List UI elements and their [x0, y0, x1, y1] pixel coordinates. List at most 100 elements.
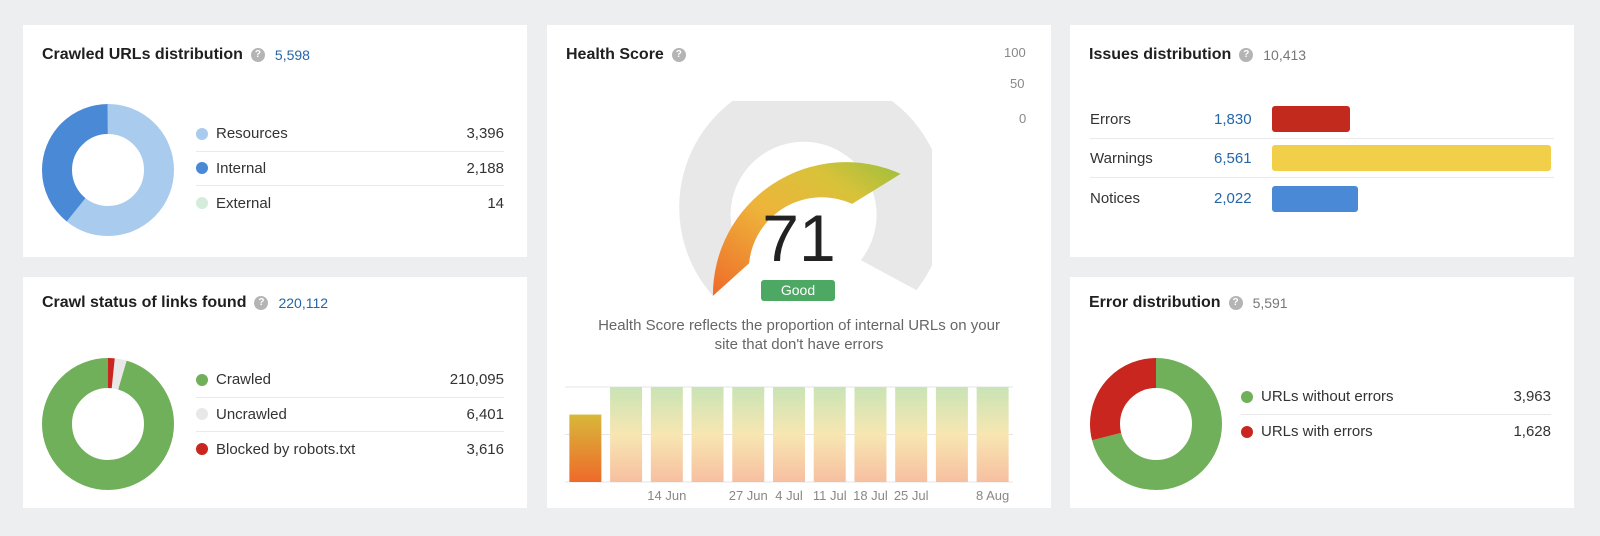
legend-item-blocked[interactable]: Blocked by robots.txt 3,616: [196, 432, 504, 467]
issue-label: Warnings: [1090, 149, 1153, 167]
issue-row-notices[interactable]: Notices 2,022: [1090, 179, 1554, 218]
health-gauge: [679, 101, 932, 296]
crawled-urls-title-row: Crawled URLs distribution ? 5,598: [42, 46, 310, 64]
chart-bar[interactable]: [935, 387, 968, 482]
x-tick-label: 27 Jun: [729, 488, 768, 503]
legend-dot: [196, 162, 208, 175]
legend-item-resources[interactable]: Resources 3,396: [196, 117, 504, 152]
issue-row-warnings[interactable]: Warnings 6,561: [1090, 139, 1554, 178]
legend-item-crawled[interactable]: Crawled 210,095: [196, 363, 504, 398]
issue-bar-notices: [1272, 185, 1358, 212]
crawl-status-legend: Crawled 210,095 Uncrawled 6,401 Blocked …: [196, 363, 504, 467]
chart-bar[interactable]: [976, 387, 1009, 482]
help-icon[interactable]: ?: [671, 48, 686, 62]
legend-label: Internal: [216, 159, 267, 177]
error-dist-total: 5,591: [1252, 295, 1288, 311]
issues-card: Issues distribution ? 10,413 Errors 1,83…: [1070, 25, 1574, 257]
help-icon[interactable]: ?: [1228, 296, 1243, 310]
donut-segment-internal[interactable]: [42, 104, 174, 236]
health-description-1: Health Score reflects the proportion of …: [598, 317, 1000, 334]
legend-label: External: [216, 194, 272, 212]
donut-segment-crawled[interactable]: [42, 358, 174, 490]
chart-bar[interactable]: [650, 387, 683, 482]
legend-value: 14: [487, 194, 504, 212]
legend-dot: [196, 443, 208, 456]
legend-value: 1,628: [1513, 423, 1551, 441]
help-icon[interactable]: ?: [254, 296, 269, 310]
issue-label: Errors: [1090, 110, 1131, 128]
help-icon[interactable]: ?: [250, 48, 265, 62]
x-tick-label: 8 Aug: [976, 488, 1009, 503]
issue-bar-errors: [1272, 106, 1350, 132]
chart-bar[interactable]: [732, 387, 765, 482]
chart-bar[interactable]: [854, 387, 887, 482]
legend-value: 2,188: [466, 159, 504, 177]
crawled-urls-card: Crawled URLs distribution ? 5,598 Resour…: [23, 25, 527, 257]
y-tick-100: 100: [1004, 45, 1026, 60]
chart-bar[interactable]: [610, 387, 643, 482]
health-score-card: Health Score ? 71 Good Health Score refl…: [547, 25, 1051, 508]
error-dist-legend: URLs without errors 3,963 URLs with erro…: [1241, 380, 1551, 449]
issue-value[interactable]: 6,561: [1214, 149, 1252, 167]
legend-label: Uncrawled: [216, 405, 287, 423]
health-history-chart: 14 Jun 27 Jun 4 Jul 11 Jul 18 Jul 25 Jul 8 Aug: [565, 386, 1013, 503]
error-dist-title: Error distribution: [1089, 294, 1221, 311]
issues-total: 10,413: [1263, 47, 1307, 63]
health-score-value: 71: [762, 201, 836, 275]
x-tick-label: 14 Jun: [647, 488, 686, 503]
legend-dot: [196, 373, 208, 386]
legend-dot: [196, 127, 208, 140]
legend-item-without-errors[interactable]: URLs without errors 3,963: [1241, 380, 1551, 415]
gauge-track: [679, 101, 932, 296]
crawl-status-title-row: Crawl status of links found ? 220,112: [42, 294, 328, 312]
legend-label: Crawled: [216, 371, 272, 389]
crawl-status-total[interactable]: 220,112: [278, 295, 329, 311]
error-distribution-card: Error distribution ? 5,591 URLs without …: [1070, 277, 1574, 508]
y-tick-0: 0: [1019, 111, 1027, 126]
legend-value: 3,396: [466, 125, 504, 143]
legend-label: Resources: [216, 125, 288, 143]
health-description-2: site that don't have errors: [714, 336, 884, 353]
gauge-fill: [712, 162, 901, 296]
crawled-urls-total[interactable]: 5,598: [274, 47, 310, 63]
issue-value[interactable]: 1,830: [1214, 110, 1252, 128]
donut-segment-with-errors[interactable]: [1090, 358, 1222, 490]
crawl-status-donut: [42, 358, 174, 490]
x-tick-label: 11 Jul: [813, 488, 847, 503]
legend-item-internal[interactable]: Internal 2,188: [196, 152, 504, 186]
issue-label: Notices: [1090, 190, 1141, 207]
legend-item-uncrawled[interactable]: Uncrawled 6,401: [196, 398, 504, 432]
chart-bar[interactable]: [773, 387, 805, 482]
crawled-urls-legend: Resources 3,396 Internal 2,188 External …: [196, 117, 504, 221]
legend-label: URLs without errors: [1261, 388, 1394, 406]
health-score-title: Health Score: [566, 46, 664, 63]
issue-row-errors[interactable]: Errors 1,830: [1090, 100, 1554, 139]
legend-dot: [196, 197, 208, 210]
crawled-urls-donut: [42, 104, 174, 236]
donut-segment-resources[interactable]: [42, 104, 174, 236]
chart-bar[interactable]: [813, 387, 846, 482]
chart-bar[interactable]: [691, 387, 724, 482]
legend-item-external[interactable]: External 14: [196, 186, 504, 221]
health-rating-badge: Good: [761, 280, 835, 301]
legend-item-with-errors[interactable]: URLs with errors 1,628: [1241, 415, 1551, 450]
y-tick-50: 50: [1010, 76, 1025, 91]
legend-dot: [1241, 390, 1253, 403]
error-dist-title-row: Error distribution ? 5,591: [1089, 294, 1288, 312]
legend-value: 210,095: [449, 371, 504, 389]
chart-bar[interactable]: [569, 414, 602, 482]
legend-label: Blocked by robots.txt: [216, 440, 356, 458]
help-icon[interactable]: ?: [1239, 48, 1254, 62]
legend-dot: [196, 408, 208, 421]
crawled-urls-title: Crawled URLs distribution: [42, 46, 243, 63]
crawl-status-title: Crawl status of links found: [42, 294, 247, 311]
issue-value[interactable]: 2,022: [1214, 190, 1252, 207]
x-tick-label: 4 Jul: [775, 488, 803, 503]
donut-segment-blocked[interactable]: [42, 358, 174, 490]
chart-bar[interactable]: [895, 387, 928, 482]
error-dist-donut: [1090, 358, 1222, 490]
legend-value: 3,963: [1513, 388, 1551, 406]
legend-dot: [1241, 425, 1253, 438]
x-tick-label: 18 Jul: [853, 488, 888, 503]
issue-bar-warnings: [1272, 145, 1551, 171]
